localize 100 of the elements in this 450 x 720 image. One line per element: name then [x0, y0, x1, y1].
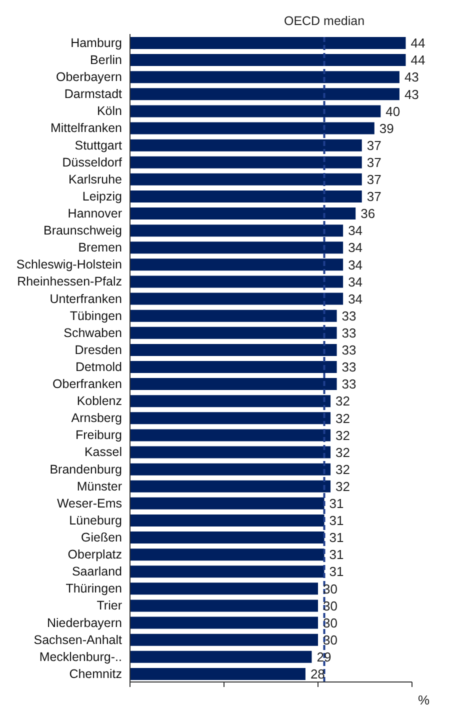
y-tick-label: Unterfranken: [50, 292, 122, 306]
bar: [130, 156, 362, 168]
bar: [130, 258, 344, 271]
y-tick-label: Köln: [96, 104, 122, 118]
bar: [130, 208, 356, 220]
y-tick-label: Düsseldorf: [62, 155, 123, 170]
bar: [130, 71, 400, 84]
data-label: 33: [342, 376, 356, 392]
bar: [130, 463, 331, 476]
data-label: 34: [348, 223, 363, 238]
data-label: 33: [342, 308, 356, 324]
data-label: 32: [336, 444, 350, 460]
y-tick-label: Hamburg: [70, 36, 122, 50]
y-tick-label: Oberplatz: [68, 548, 122, 562]
bar: [130, 88, 400, 100]
data-label: 29: [316, 650, 332, 665]
bar: [130, 514, 324, 526]
bar: [130, 412, 331, 424]
data-label: 32: [336, 394, 350, 409]
data-label: 32: [336, 410, 350, 426]
data-label: 30: [323, 581, 338, 596]
y-tick-label: Freiburg: [75, 428, 122, 442]
y-tick-label: Lüneburg: [69, 513, 122, 528]
y-tick-label: Mecklenburg-..: [39, 650, 122, 664]
y-tick-label: Niederbayern: [46, 616, 122, 630]
y-tick-label: Chemnitz: [69, 666, 122, 681]
bar: [130, 292, 344, 305]
bar: [130, 600, 318, 612]
y-tick-label: Hannover: [68, 206, 122, 220]
bar: [130, 310, 337, 322]
y-tick-label: Brandenburg: [50, 462, 122, 476]
bar: [130, 361, 337, 373]
y-tick-label: Tübingen: [70, 308, 122, 323]
data-label: 37: [366, 189, 382, 204]
data-label: 30: [323, 632, 338, 648]
data-label: 39: [379, 120, 394, 136]
bar: [130, 139, 362, 152]
bar: [130, 378, 337, 390]
data-label: 34: [348, 291, 363, 306]
data-label: 40: [386, 104, 400, 119]
data-label: 30: [323, 598, 338, 614]
bar: [130, 497, 324, 510]
bar: [130, 532, 324, 544]
bar: [130, 582, 318, 595]
bar: [130, 54, 406, 66]
bar: [130, 173, 362, 186]
bar: [130, 37, 406, 49]
data-label: 44: [410, 52, 426, 68]
y-tick-label: Bremen: [78, 240, 122, 255]
bar: [130, 224, 344, 237]
bar: [130, 429, 331, 442]
y-tick-label: Weser-Ems: [56, 496, 122, 510]
data-label: 43: [404, 70, 419, 85]
data-label: 32: [336, 428, 350, 443]
data-label: 32: [336, 478, 350, 494]
bar: [130, 566, 324, 578]
y-tick-label: Kassel: [84, 445, 122, 460]
data-label: 31: [329, 547, 344, 562]
y-tick-label: Darmstadt: [64, 87, 123, 102]
data-label: 31: [329, 513, 344, 528]
data-label: 31: [329, 496, 344, 512]
y-tick-label: Arnsberg: [71, 411, 122, 426]
y-tick-label: Schwaben: [64, 326, 122, 340]
y-tick-label: Oberfranken: [52, 377, 122, 392]
bar: [130, 344, 337, 356]
data-label: 34: [348, 257, 363, 272]
data-label: 44: [410, 36, 426, 51]
y-tick-label: Karlsruhe: [68, 172, 122, 186]
data-label: 34: [348, 274, 363, 290]
y-tick-label: Braunschweig: [43, 224, 122, 238]
y-tick-label: Dresden: [74, 342, 122, 357]
data-label: 37: [366, 154, 382, 170]
y-tick-label: Sachsen-Anhalt: [34, 632, 123, 647]
y-tick-label: Berlin: [90, 53, 122, 68]
data-label: 37: [366, 138, 382, 153]
bar: [130, 548, 324, 561]
bar: [130, 616, 318, 629]
data-label: 30: [323, 615, 338, 630]
bar: [130, 395, 331, 408]
data-label: 28: [310, 666, 325, 682]
y-tick-label: Münster: [76, 479, 122, 494]
data-label: 37: [366, 172, 382, 188]
bar: [130, 650, 312, 663]
ref-line-label: OECD median: [284, 14, 365, 28]
data-label: 32: [336, 462, 350, 477]
y-tick-label: Schleswig-Holstein: [16, 258, 122, 272]
data-label: 33: [342, 342, 356, 358]
y-tick-label: Thüringen: [66, 582, 122, 596]
y-tick-label: Detmold: [75, 360, 122, 374]
bar: [130, 634, 318, 646]
bar: [130, 190, 362, 202]
bar: [130, 276, 344, 288]
y-tick-label: Koblenz: [76, 394, 122, 408]
data-label: 43: [404, 86, 419, 102]
y-tick-label: Leipzig: [82, 189, 122, 204]
y-tick-label: Trier: [96, 598, 122, 613]
data-label: 33: [342, 326, 356, 341]
y-tick-label: Mittelfranken: [50, 121, 122, 136]
data-label: 31: [329, 564, 344, 580]
bar: [130, 326, 337, 339]
